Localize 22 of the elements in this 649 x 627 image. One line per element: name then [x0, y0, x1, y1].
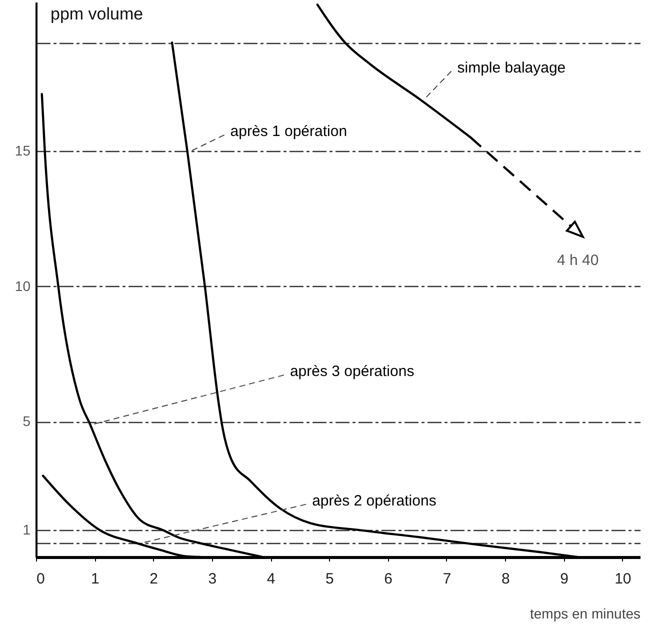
x-tick-label: 0 [36, 570, 45, 588]
y-tick-label: 10 [14, 278, 31, 294]
x-axis-title: temps en minutes [530, 606, 640, 622]
x-tick-label: 8 [501, 570, 510, 588]
x-tick-label: 7 [442, 570, 452, 588]
y-tick-label: 15 [14, 142, 31, 158]
annotation: 4 h 40 [556, 252, 599, 269]
text: après 2 opérations [312, 492, 436, 510]
y-axis-title: ppm volume [50, 4, 144, 24]
text: après 3 opérations [290, 363, 414, 380]
x-tick-label: 2 [150, 570, 158, 588]
x-tick-label: 3 [208, 570, 217, 588]
x-tick-label: 9 [560, 570, 568, 588]
x-tick-label: 4 [266, 570, 276, 588]
text: après 1 opération [230, 122, 348, 140]
y-tick-label: 5 [22, 413, 31, 430]
x-tick-label: 5 [326, 570, 334, 588]
y-tick-label: 1 [22, 521, 31, 538]
x-tick-label: 6 [384, 570, 393, 588]
text: simple balayage [457, 59, 566, 76]
x-tick-label: 1 [90, 570, 100, 588]
x-tick-label: 10 [614, 570, 632, 588]
